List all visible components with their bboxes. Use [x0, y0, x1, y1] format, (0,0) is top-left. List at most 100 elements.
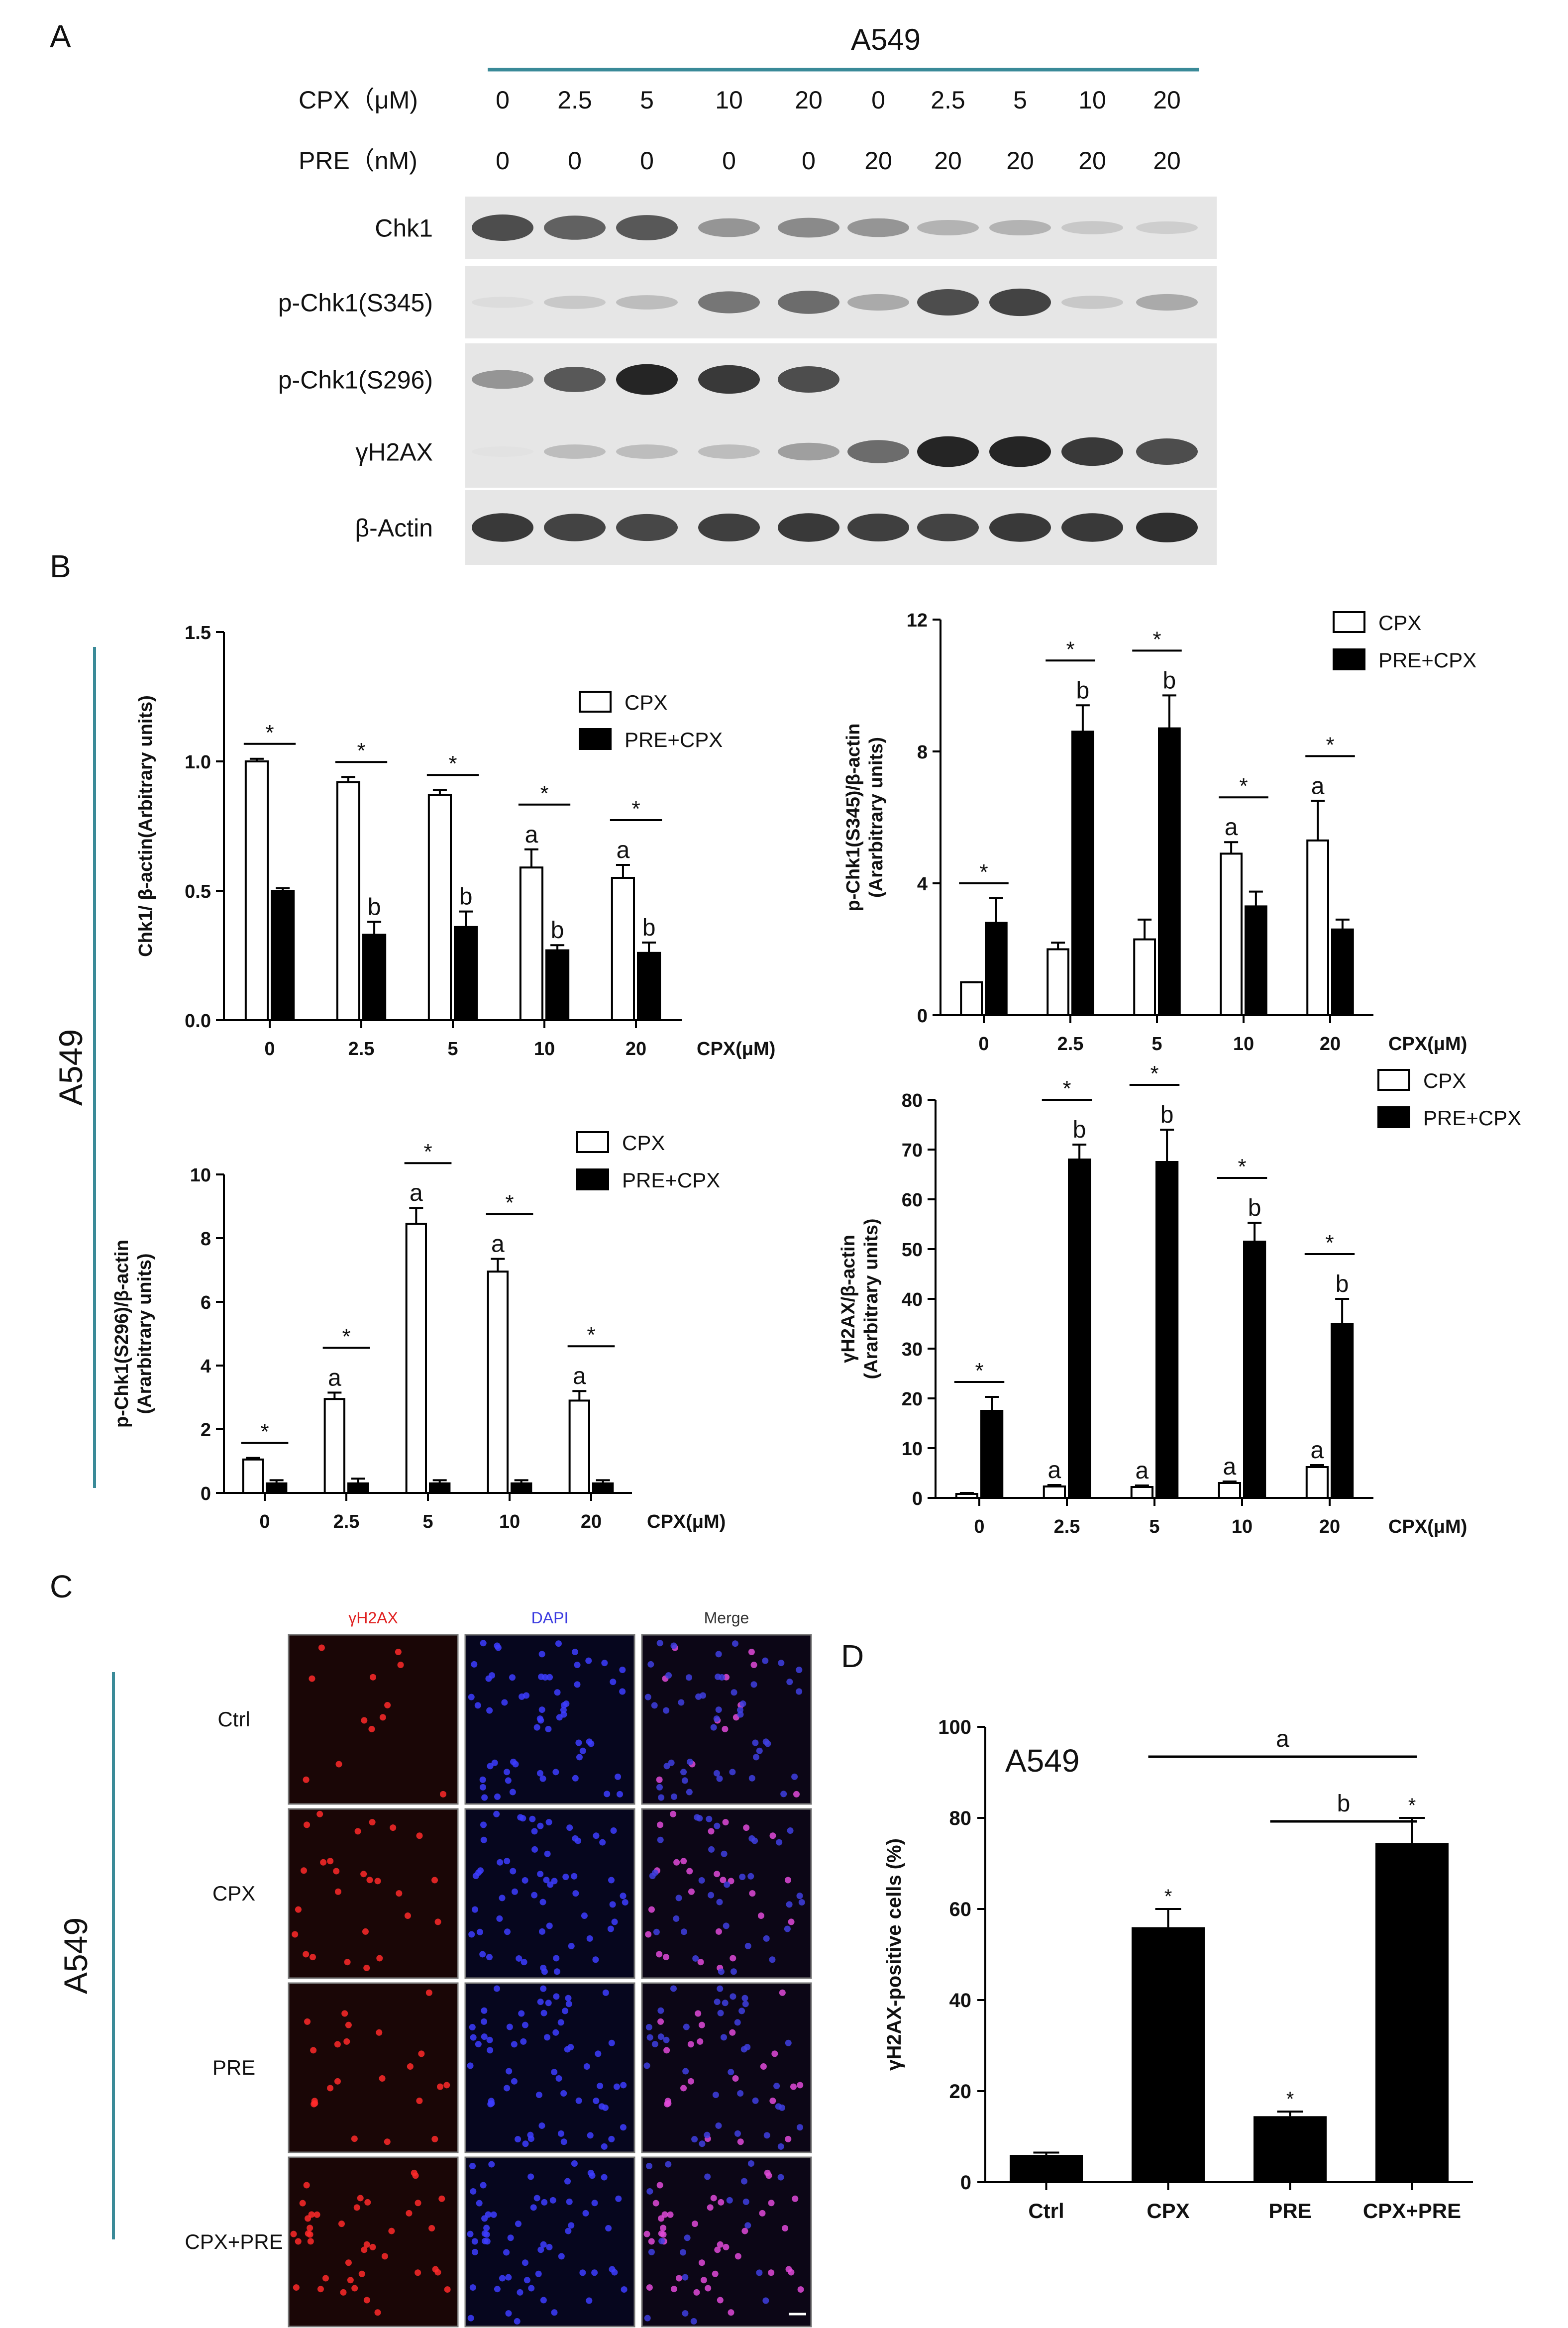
micro-nucleus	[747, 1873, 754, 1880]
micro-nucleus	[744, 2222, 751, 2229]
micro-nucleus	[665, 1672, 672, 1679]
x-tick-label: 2.5	[348, 1039, 375, 1059]
blot-band	[616, 514, 678, 541]
micro-nucleus	[713, 1770, 720, 1777]
micro-nucleus	[436, 2083, 443, 2090]
blot-band	[989, 220, 1051, 235]
micro-nucleus	[591, 2269, 598, 2276]
micro-nucleus	[769, 2097, 776, 2104]
micro-nucleus	[649, 1872, 656, 1879]
y-tick-label: 10	[190, 1165, 211, 1186]
p-chk1-s345-chart: 0 4 8 12 p-Chk1(S345)/β-actin (Ararbitrary un…	[843, 610, 1476, 1055]
significance-star: *	[505, 1191, 514, 1215]
micro-nucleus	[509, 1674, 516, 1681]
bar-cpx	[955, 1493, 979, 1499]
micro-nucleus	[657, 1821, 664, 1828]
micro-nucleus	[739, 1700, 746, 1707]
micro-nucleus	[645, 2024, 652, 2031]
micro-nucleus	[522, 2140, 529, 2147]
micro-nucleus	[785, 2039, 792, 2046]
micro-nucleus	[537, 2246, 544, 2253]
micro-nucleus	[562, 2008, 569, 2014]
micro-nucleus	[527, 2173, 534, 2180]
bar-cpx	[336, 781, 361, 1021]
micro-nucleus	[563, 1700, 570, 1707]
bar-pre-cpx	[637, 952, 661, 1022]
x-tick-label: 20	[1319, 1516, 1340, 1537]
legend-label: PRE+CPX	[622, 1168, 720, 1192]
x-tick-label: 0	[978, 1034, 989, 1055]
x-tick-label: 2.5	[1054, 1516, 1080, 1537]
micro-nucleus	[363, 2241, 370, 2248]
micro-column-label: Merge	[704, 1609, 749, 1627]
x-axis-label: CPX(μM)	[1388, 1034, 1467, 1055]
legend-swatch	[1333, 648, 1365, 670]
blot-row-label: p-Chk1(S345)	[278, 289, 433, 317]
blot-cpx-value: 20	[795, 86, 823, 114]
blot-band	[616, 364, 678, 395]
micro-nucleus	[718, 2199, 725, 2206]
chart-title: A549	[1005, 1743, 1079, 1779]
micro-nucleus	[601, 2143, 608, 2150]
micro-nucleus	[595, 2050, 602, 2057]
bar-cpx	[1043, 1485, 1066, 1499]
blot-band	[917, 220, 979, 235]
micro-nucleus	[397, 1662, 404, 1669]
micro-nucleus	[295, 1906, 302, 1913]
micro-nucleus	[670, 1642, 677, 1649]
micro-nucleus	[541, 1968, 548, 1975]
micro-nucleus	[713, 1715, 720, 1722]
micro-nucleus	[729, 1769, 736, 1776]
micro-nucleus	[697, 1959, 704, 1966]
y-axis-label: (Ararbitrary units)	[861, 1218, 882, 1379]
micro-nucleus	[354, 1828, 361, 1835]
y-tick-label: 0	[912, 1488, 923, 1509]
legend-label: CPX	[622, 1131, 665, 1155]
blot-band	[917, 289, 979, 316]
micro-nucleus	[741, 1995, 748, 2002]
y-tick-label: 2	[201, 1420, 211, 1441]
micro-nucleus	[749, 1890, 756, 1897]
micro-nucleus	[707, 2204, 714, 2211]
blot-band	[1136, 221, 1198, 234]
legend-swatch	[1377, 1069, 1410, 1091]
micro-nucleus	[726, 2197, 733, 2204]
micro-nucleus	[467, 2315, 474, 2322]
micro-nucleus	[714, 1871, 721, 1878]
micro-nucleus	[396, 1890, 403, 1897]
micro-nucleus	[719, 1674, 726, 1681]
micro-nucleus	[708, 1828, 715, 1835]
micro-row-label: CPX+PRE	[185, 2230, 283, 2253]
micro-image	[464, 1634, 635, 1805]
micro-nucleus	[486, 1954, 493, 1961]
micro-nucleus	[661, 2211, 668, 2218]
x-tick-label: 5	[1151, 1034, 1162, 1055]
y-tick-label: 4	[917, 874, 928, 895]
micro-nucleus	[760, 2063, 767, 2070]
micro-nucleus	[345, 2259, 352, 2266]
micro-nucleus	[656, 1776, 663, 1783]
micro-nucleus	[671, 1793, 678, 1800]
micro-nucleus	[585, 1657, 592, 1664]
micro-image	[288, 1982, 459, 2153]
micro-nucleus	[479, 1951, 486, 1958]
micro-nucleus	[686, 1868, 693, 1875]
x-tick-label: 2.5	[333, 1511, 360, 1532]
legend-label: CPX	[1423, 1069, 1466, 1092]
micro-nucleus	[778, 1660, 785, 1667]
micro-row-label: PRE	[212, 2056, 255, 2079]
micro-nucleus	[540, 2297, 547, 2304]
micro-nucleus	[487, 2047, 494, 2054]
micro-nucleus	[721, 2034, 728, 2041]
micro-nucleus	[311, 2098, 318, 2105]
micro-nucleus	[511, 2078, 518, 2085]
micro-nucleus	[680, 1769, 687, 1776]
micro-nucleus	[511, 1888, 518, 1895]
micro-nucleus	[717, 2297, 724, 2304]
micro-nucleus	[663, 1707, 670, 1714]
micro-nucleus	[364, 2199, 371, 2206]
micro-nucleus	[351, 2135, 358, 2142]
blot-band	[989, 288, 1051, 317]
micro-nucleus	[723, 1922, 730, 1929]
blot-band	[778, 291, 839, 314]
